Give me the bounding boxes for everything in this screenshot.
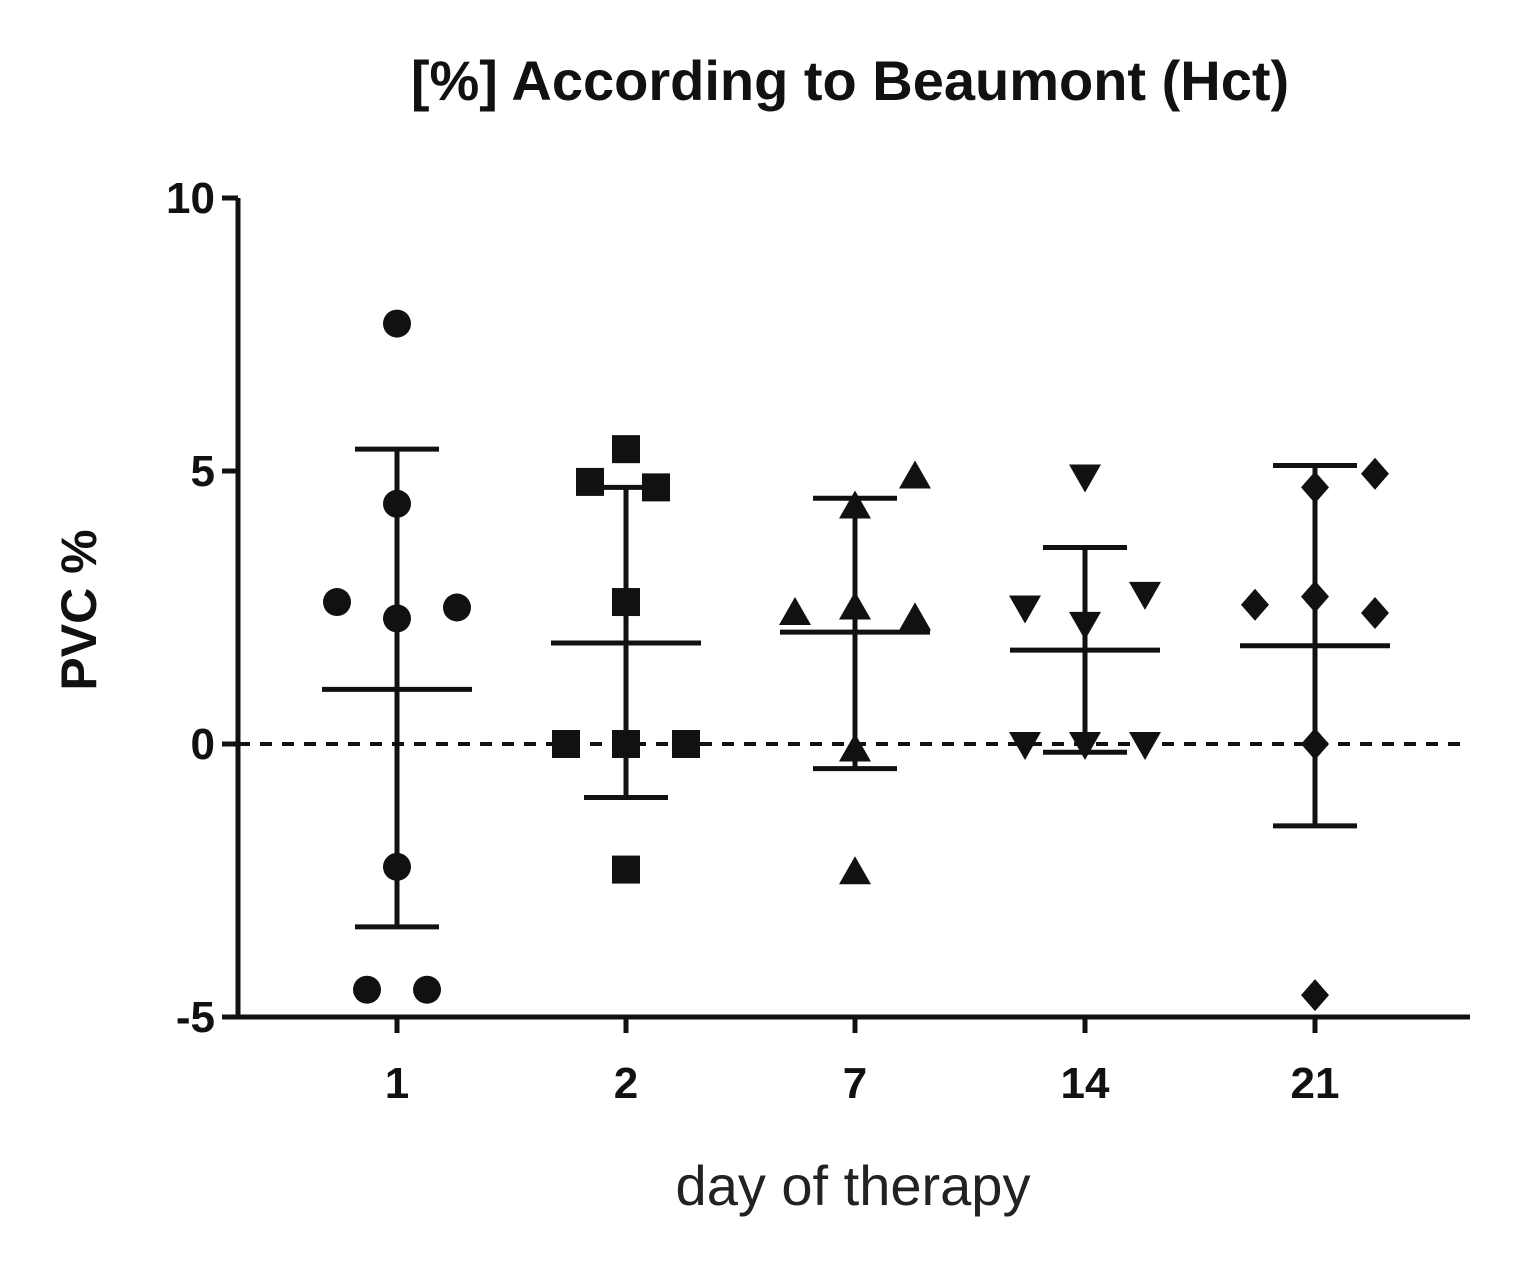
data-point-triangle-up	[899, 460, 931, 489]
x-tick-label: 1	[385, 1059, 409, 1108]
data-point-circle	[353, 975, 381, 1004]
data-point-square	[612, 855, 640, 884]
data-point-triangle-down	[1129, 732, 1161, 760]
data-point-circle	[443, 593, 471, 622]
data-point-triangle-down	[1069, 732, 1101, 760]
data-point-square	[612, 730, 640, 758]
x-tick-label: 2	[614, 1059, 638, 1108]
data-point-triangle-up	[779, 596, 811, 625]
x-axis-label: day of therapy	[676, 1154, 1031, 1217]
data-point-triangle-down	[1009, 732, 1041, 760]
data-point-diamond	[1361, 457, 1389, 490]
x-tick-label: 21	[1291, 1059, 1340, 1108]
data-point-triangle-down	[1069, 464, 1101, 493]
y-axis-label: PVC %	[51, 529, 107, 690]
data-point-triangle-up	[839, 856, 871, 885]
y-tick-label: 5	[191, 447, 215, 496]
data-point-square	[612, 435, 640, 464]
data-point-square	[576, 467, 604, 496]
x-ticks: 1 2 7 14 21	[385, 1017, 1340, 1108]
data-point-circle	[383, 604, 411, 633]
x-tick-label: 7	[843, 1059, 867, 1108]
data-point-diamond	[1361, 596, 1389, 629]
y-tick-label: 0	[191, 720, 215, 769]
data-point-square	[552, 730, 580, 758]
data-point-circle	[383, 852, 411, 881]
data-point-circle	[383, 309, 411, 338]
data-point-diamond	[1301, 471, 1329, 504]
data-point-triangle-up	[839, 490, 871, 519]
data-point-diamond	[1301, 580, 1329, 613]
data-points	[323, 309, 1389, 1012]
y-tick-label: 10	[166, 174, 215, 223]
data-point-triangle-down	[1009, 595, 1041, 624]
y-ticks: -5 0 5 10	[166, 174, 238, 1042]
data-point-triangle-down	[1069, 611, 1101, 640]
data-point-triangle-up	[839, 591, 871, 620]
chart-title: [%] According to Beaumont (Hct)	[411, 49, 1289, 112]
y-tick-label: -5	[176, 993, 215, 1042]
data-point-diamond	[1301, 979, 1329, 1012]
data-point-square	[672, 730, 700, 758]
data-point-triangle-down	[1129, 581, 1161, 610]
data-point-circle	[413, 975, 441, 1004]
data-point-square	[612, 588, 640, 617]
data-point-circle	[383, 489, 411, 518]
data-point-circle	[323, 588, 351, 617]
data-point-diamond	[1241, 588, 1269, 621]
data-point-triangle-up	[899, 602, 931, 631]
data-point-diamond	[1301, 728, 1329, 760]
data-point-triangle-up	[839, 733, 871, 762]
x-tick-label: 14	[1061, 1059, 1110, 1108]
error-bars	[322, 446, 1390, 930]
data-point-square	[642, 473, 670, 502]
